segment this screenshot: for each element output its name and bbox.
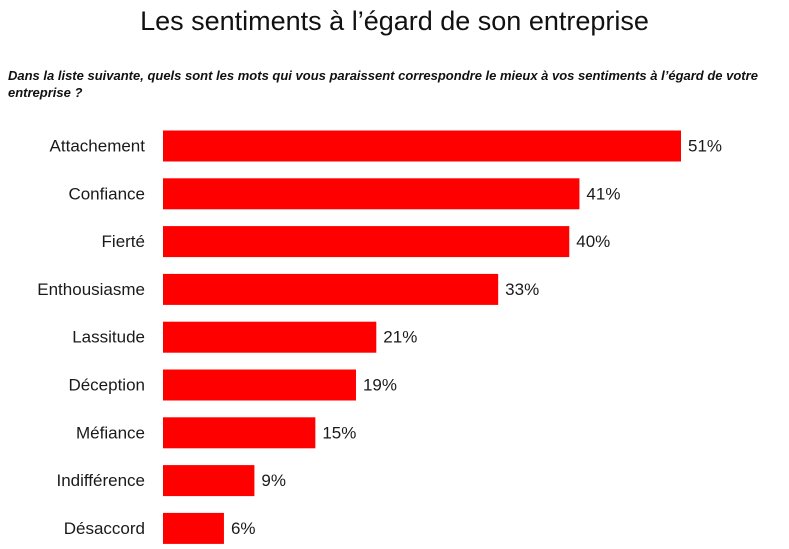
category-label: Lassitude	[72, 328, 145, 347]
category-label: Fierté	[102, 232, 145, 251]
value-label: 21%	[383, 328, 417, 347]
value-label: 6%	[231, 519, 256, 538]
value-label: 15%	[322, 423, 356, 442]
category-label: Méfiance	[76, 423, 145, 442]
category-label: Confiance	[68, 184, 145, 203]
category-label: Déception	[68, 376, 145, 395]
bar	[163, 226, 570, 258]
category-label: Désaccord	[64, 519, 145, 538]
value-label: 41%	[586, 184, 620, 203]
bar	[163, 512, 224, 544]
value-label: 33%	[505, 280, 539, 299]
bar	[163, 130, 681, 162]
value-label: 19%	[363, 376, 397, 395]
bar	[163, 273, 499, 305]
value-label: 9%	[261, 471, 286, 490]
bar	[163, 465, 255, 497]
survey-question: Dans la liste suivante, quels sont les m…	[8, 68, 758, 100]
chart-title: Les sentiments à l’égard de son entrepri…	[140, 6, 649, 36]
value-label: 51%	[688, 137, 722, 156]
value-label: 40%	[576, 232, 610, 251]
bar	[163, 321, 377, 353]
bar	[163, 417, 316, 449]
bar	[163, 178, 580, 210]
bar	[163, 369, 356, 401]
category-label: Enthousiasme	[37, 280, 145, 299]
category-label: Attachement	[50, 137, 146, 156]
category-label: Indifférence	[56, 471, 145, 490]
